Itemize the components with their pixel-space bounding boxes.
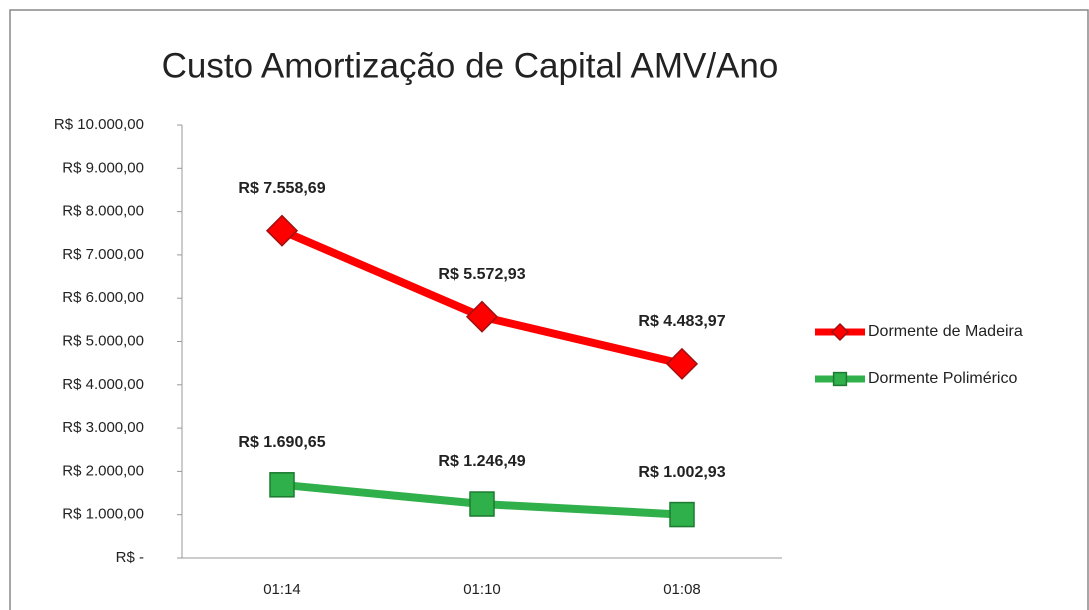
data-label: R$ 5.572,93 bbox=[438, 266, 525, 283]
data-point bbox=[269, 472, 295, 498]
data-label: R$ 1.246,49 bbox=[438, 453, 525, 470]
y-tick-label: R$ 8.000,00 bbox=[62, 203, 144, 220]
y-tick-label: R$ 4.000,00 bbox=[62, 376, 144, 393]
legend-marker bbox=[832, 371, 848, 387]
legend-marker bbox=[830, 322, 850, 342]
x-tick-label: 01:08 bbox=[663, 581, 701, 598]
y-tick-label: R$ 3.000,00 bbox=[62, 419, 144, 436]
data-label: R$ 1.690,65 bbox=[238, 434, 325, 451]
y-tick-label: R$ 5.000,00 bbox=[62, 332, 144, 349]
legend-label: Dormente Polimérico bbox=[868, 370, 1017, 387]
y-tick-label: R$ 6.000,00 bbox=[62, 289, 144, 306]
y-tick-label: R$ 2.000,00 bbox=[62, 462, 144, 479]
legend-label: Dormente de Madeira bbox=[868, 323, 1023, 340]
data-point bbox=[669, 501, 695, 528]
x-tick-label: 01:14 bbox=[263, 581, 301, 598]
data-label: R$ 4.483,97 bbox=[638, 313, 725, 330]
y-tick-label: R$ 9.000,00 bbox=[62, 159, 144, 176]
x-tick-label: 01:10 bbox=[463, 581, 501, 598]
y-tick-label: R$ 7.000,00 bbox=[62, 246, 144, 263]
data-point bbox=[265, 214, 299, 247]
y-tick-label: R$ 10.000,00 bbox=[54, 116, 144, 133]
y-tick-label: R$ - bbox=[116, 549, 144, 566]
data-label: R$ 7.558,69 bbox=[238, 180, 325, 197]
data-point bbox=[465, 300, 499, 333]
data-point bbox=[665, 347, 699, 380]
y-tick-label: R$ 1.000,00 bbox=[62, 506, 144, 523]
chart-frame bbox=[9, 9, 1089, 610]
data-label: R$ 1.002,93 bbox=[638, 464, 725, 481]
data-point bbox=[469, 491, 495, 517]
chart-title: Custo Amortização de Capital AMV/Ano bbox=[162, 46, 779, 85]
